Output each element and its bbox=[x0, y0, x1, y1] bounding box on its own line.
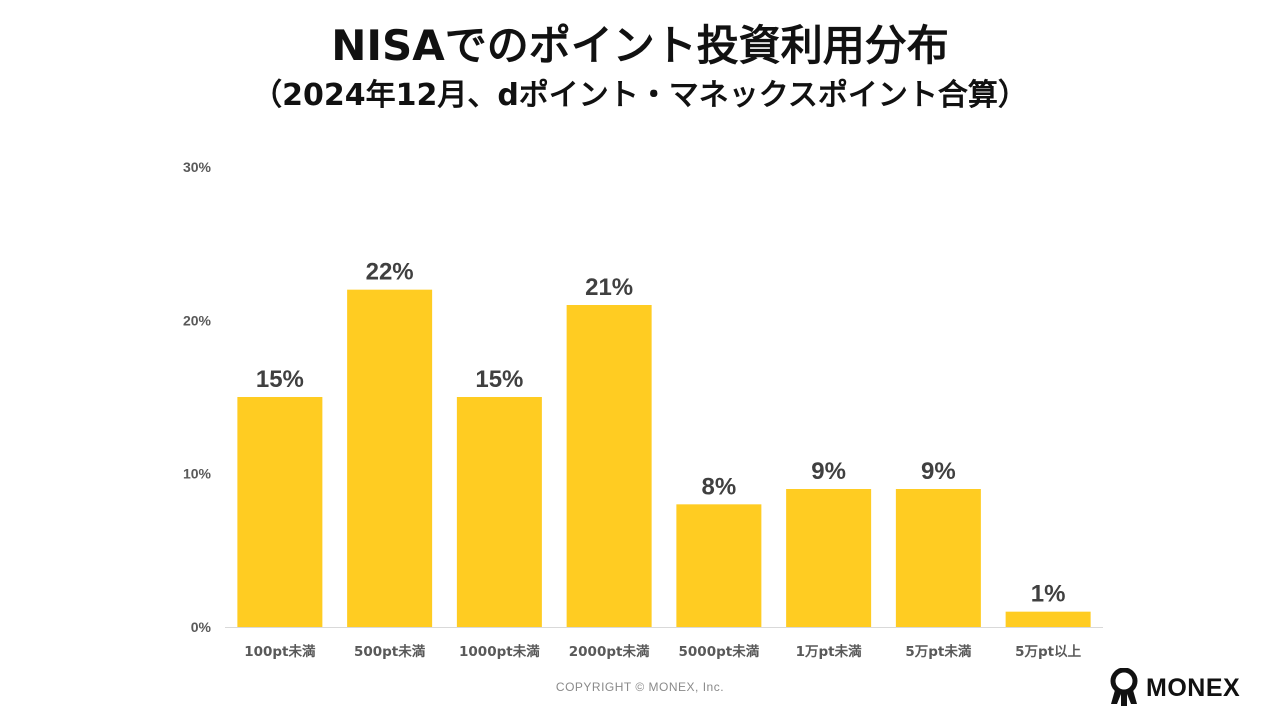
logo-text: MONEX bbox=[1146, 673, 1241, 702]
chart-title: NISAでのポイント投資利用分布 bbox=[331, 21, 949, 70]
x-tick-label: 2000pt未満 bbox=[569, 643, 650, 660]
data-label: 9% bbox=[811, 458, 846, 485]
data-label: 8% bbox=[702, 473, 737, 500]
x-tick-label: 5万pt未満 bbox=[905, 643, 972, 660]
monex-figure-icon bbox=[1110, 668, 1138, 706]
y-tick-label: 10% bbox=[183, 466, 212, 482]
data-label: 15% bbox=[256, 366, 304, 393]
bar bbox=[237, 397, 323, 627]
x-tick-label: 1000pt未満 bbox=[459, 643, 540, 660]
data-label: 22% bbox=[366, 259, 414, 286]
monex-logo: MONEX bbox=[1106, 668, 1240, 708]
chart-subtitle: （2024年12月、dポイント・マネックスポイント合算） bbox=[252, 78, 1028, 113]
data-label: 15% bbox=[475, 366, 523, 393]
bar bbox=[786, 489, 872, 627]
bar bbox=[456, 397, 542, 627]
x-tick-label: 5000pt未満 bbox=[679, 643, 760, 660]
y-tick-label: 20% bbox=[183, 312, 212, 328]
x-tick-label: 500pt未満 bbox=[354, 643, 426, 660]
data-label: 21% bbox=[585, 274, 633, 301]
data-label: 9% bbox=[921, 458, 956, 485]
bar bbox=[895, 489, 981, 627]
x-tick-label: 1万pt未満 bbox=[796, 643, 863, 660]
x-tick-label: 100pt未満 bbox=[244, 643, 316, 660]
data-label: 1% bbox=[1031, 581, 1066, 608]
bar bbox=[347, 289, 433, 627]
bar bbox=[676, 504, 762, 627]
bar bbox=[566, 305, 652, 627]
copyright-text: COPYRIGHT © MONEX, Inc. bbox=[555, 680, 725, 694]
y-tick-label: 0% bbox=[191, 619, 212, 635]
y-tick-label: 30% bbox=[183, 159, 212, 175]
bar bbox=[1005, 611, 1091, 627]
x-tick-label: 5万pt以上 bbox=[1015, 644, 1082, 660]
